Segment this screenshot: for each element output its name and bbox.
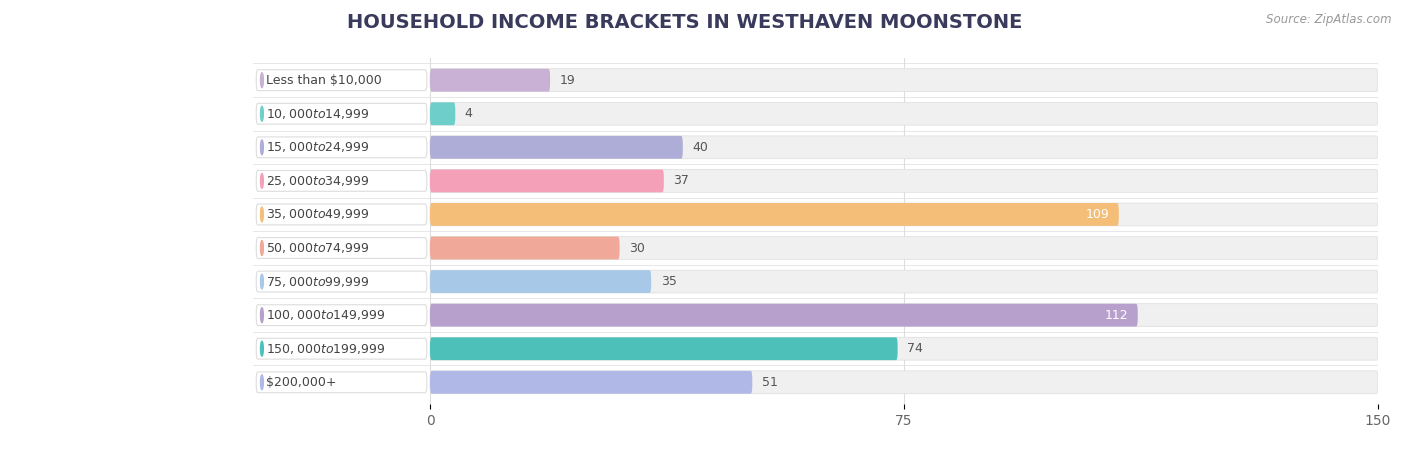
FancyBboxPatch shape <box>256 204 427 225</box>
FancyBboxPatch shape <box>430 102 1378 125</box>
FancyBboxPatch shape <box>430 69 550 92</box>
Circle shape <box>260 140 263 155</box>
FancyBboxPatch shape <box>430 69 1378 92</box>
FancyBboxPatch shape <box>256 137 427 158</box>
Circle shape <box>260 341 263 356</box>
FancyBboxPatch shape <box>430 337 897 360</box>
FancyBboxPatch shape <box>256 271 427 292</box>
FancyBboxPatch shape <box>430 237 620 260</box>
FancyBboxPatch shape <box>430 169 1378 192</box>
Circle shape <box>260 274 263 289</box>
FancyBboxPatch shape <box>256 372 427 393</box>
FancyBboxPatch shape <box>430 136 1378 159</box>
Text: 109: 109 <box>1085 208 1109 221</box>
Text: 74: 74 <box>907 342 922 355</box>
Text: $100,000 to $149,999: $100,000 to $149,999 <box>266 308 385 322</box>
Circle shape <box>260 308 263 322</box>
Text: $35,000 to $49,999: $35,000 to $49,999 <box>266 207 370 221</box>
Circle shape <box>260 73 263 88</box>
FancyBboxPatch shape <box>430 203 1378 226</box>
Text: Less than $10,000: Less than $10,000 <box>266 74 382 87</box>
Text: $200,000+: $200,000+ <box>266 376 337 389</box>
Text: $75,000 to $99,999: $75,000 to $99,999 <box>266 275 370 289</box>
Text: 4: 4 <box>465 107 472 120</box>
FancyBboxPatch shape <box>430 304 1378 326</box>
Text: $10,000 to $14,999: $10,000 to $14,999 <box>266 107 370 121</box>
FancyBboxPatch shape <box>430 304 1137 326</box>
FancyBboxPatch shape <box>256 103 427 124</box>
FancyBboxPatch shape <box>430 102 456 125</box>
FancyBboxPatch shape <box>430 270 1378 293</box>
Text: 37: 37 <box>673 174 689 187</box>
Text: 51: 51 <box>762 376 778 389</box>
Text: $25,000 to $34,999: $25,000 to $34,999 <box>266 174 370 188</box>
Text: 40: 40 <box>692 141 709 154</box>
Text: 112: 112 <box>1105 308 1128 321</box>
FancyBboxPatch shape <box>430 203 1119 226</box>
Text: HOUSEHOLD INCOME BRACKETS IN WESTHAVEN MOONSTONE: HOUSEHOLD INCOME BRACKETS IN WESTHAVEN M… <box>347 13 1022 32</box>
FancyBboxPatch shape <box>430 270 651 293</box>
FancyBboxPatch shape <box>430 371 752 394</box>
FancyBboxPatch shape <box>430 337 1378 360</box>
FancyBboxPatch shape <box>256 238 427 259</box>
Text: Source: ZipAtlas.com: Source: ZipAtlas.com <box>1267 13 1392 26</box>
Circle shape <box>260 375 263 390</box>
Circle shape <box>260 173 263 188</box>
Text: 35: 35 <box>661 275 676 288</box>
Text: 19: 19 <box>560 74 575 87</box>
Circle shape <box>260 106 263 121</box>
Text: $50,000 to $74,999: $50,000 to $74,999 <box>266 241 370 255</box>
FancyBboxPatch shape <box>256 171 427 191</box>
FancyBboxPatch shape <box>256 70 427 91</box>
Text: $15,000 to $24,999: $15,000 to $24,999 <box>266 141 370 154</box>
FancyBboxPatch shape <box>430 169 664 192</box>
FancyBboxPatch shape <box>256 305 427 326</box>
FancyBboxPatch shape <box>256 338 427 359</box>
Text: 30: 30 <box>628 242 645 255</box>
Circle shape <box>260 207 263 222</box>
FancyBboxPatch shape <box>430 371 1378 394</box>
Text: $150,000 to $199,999: $150,000 to $199,999 <box>266 342 385 356</box>
FancyBboxPatch shape <box>430 237 1378 260</box>
Circle shape <box>260 241 263 255</box>
FancyBboxPatch shape <box>430 136 683 159</box>
